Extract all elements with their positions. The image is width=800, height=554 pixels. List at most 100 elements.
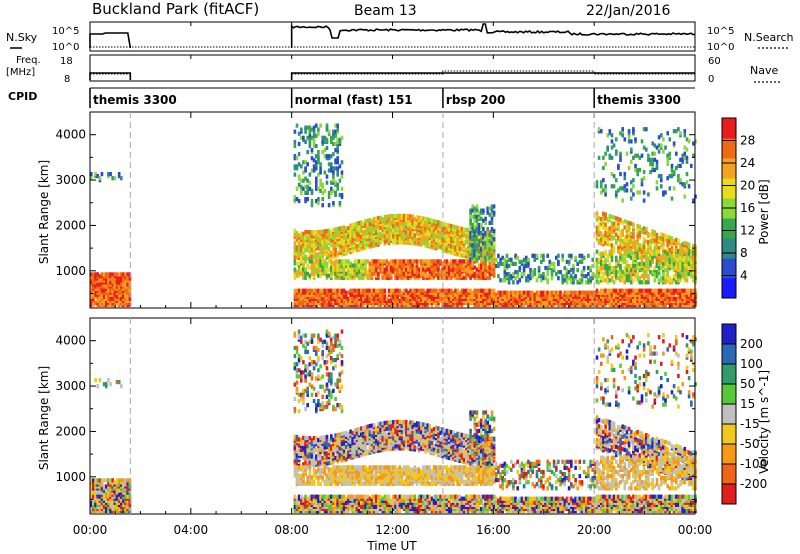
nave-label: Nave [750, 64, 778, 77]
power-cell [553, 262, 556, 266]
power-cell [581, 278, 584, 282]
power-cell [634, 164, 637, 168]
power-cell [519, 278, 522, 282]
power-cell [326, 175, 329, 179]
power-cell [624, 172, 627, 176]
power-cell [294, 173, 297, 177]
power-cell [516, 274, 519, 278]
power-cell [686, 278, 689, 282]
nsky-tick-top: 10^5 [52, 26, 79, 37]
power-cell [656, 164, 659, 168]
power-cell [602, 166, 605, 170]
power-cell [630, 188, 633, 192]
power-cell [574, 256, 577, 260]
power-cell [669, 137, 672, 141]
power-cell [624, 176, 627, 180]
power-cell [538, 266, 541, 270]
power-cell [319, 166, 322, 170]
cpid-label: CPID [8, 90, 37, 103]
power-cell [536, 254, 539, 258]
power-cell [553, 266, 556, 270]
power-cell [118, 172, 121, 176]
power-cell [583, 256, 586, 260]
power-cell [602, 156, 605, 160]
power-cell [493, 289, 496, 293]
power-cell [493, 268, 496, 272]
power-cell [300, 164, 303, 168]
power-cell [641, 139, 644, 143]
power-cell [587, 272, 590, 276]
power-cell [326, 181, 329, 185]
power-cell [339, 179, 342, 183]
power-cell [493, 204, 496, 208]
power-cell [491, 221, 494, 225]
date-label: 22/Jan/2016 [586, 3, 671, 19]
power-cell [673, 186, 676, 190]
power-cell [664, 146, 667, 150]
power-cell [546, 254, 549, 258]
power-cell [510, 258, 513, 262]
nsky-trace [90, 24, 695, 48]
power-cell [664, 190, 667, 194]
power-cell [617, 164, 620, 168]
power-cell [534, 272, 537, 276]
nsky-label: N.Sky [6, 31, 38, 44]
power-cell [630, 197, 633, 201]
power-cell [654, 278, 657, 282]
power-cell [673, 170, 676, 174]
cpid-mode-label: rbsp 200 [446, 93, 505, 107]
power-cell [557, 276, 560, 280]
power-cell [99, 176, 102, 180]
power-cell [557, 254, 560, 258]
power-cell [304, 166, 307, 170]
power-cell [686, 160, 689, 164]
power-cell [615, 150, 618, 154]
power-cell [551, 276, 554, 280]
power-cell [647, 274, 650, 278]
power-cell [319, 179, 322, 183]
power-cell [309, 144, 312, 148]
power-cell [656, 160, 659, 164]
power-cell [688, 139, 691, 143]
cpid-mode-label: normal (fast) 151 [295, 93, 413, 107]
power-cell [536, 278, 539, 282]
power-cell [527, 258, 530, 262]
power-cell [315, 124, 318, 128]
power-cell [546, 272, 549, 276]
power-cell [660, 184, 663, 188]
power-cell [645, 227, 648, 231]
power-cell [626, 182, 629, 186]
power-cell [641, 182, 644, 186]
nsearch-tick-top: 10^5 [707, 26, 734, 37]
power-cell [315, 177, 318, 181]
power-cell [493, 237, 496, 241]
power-cell [328, 203, 331, 207]
power-cell [630, 160, 633, 164]
power-panel: Slant Range [km] 1000200030004000 481216… [37, 112, 771, 308]
power-cell [598, 156, 601, 160]
power-cell [568, 260, 571, 264]
power-cell [615, 256, 618, 260]
power-cell [619, 158, 622, 162]
power-cell [666, 131, 669, 135]
power-cell [294, 144, 297, 148]
power-cell [306, 150, 309, 154]
cpid-mode-label: themis 3300 [597, 93, 681, 107]
nsearch-tick-bottom: 10^0 [707, 42, 734, 53]
power-cell [317, 201, 320, 205]
power-cell [666, 162, 669, 166]
power-cell [482, 209, 485, 213]
power-cell [321, 197, 324, 201]
power-cell [591, 264, 594, 268]
power-cell [632, 222, 635, 226]
power-cell [604, 192, 607, 196]
power-cell [626, 260, 629, 264]
power-cell [675, 152, 678, 156]
power-cell [542, 254, 545, 258]
power-cell [341, 136, 344, 140]
power-cell [604, 250, 607, 254]
power-cell [317, 150, 320, 154]
power-cell [506, 254, 509, 258]
power-cell [632, 127, 635, 131]
nsky-tick-bottom: 10^0 [52, 42, 79, 53]
